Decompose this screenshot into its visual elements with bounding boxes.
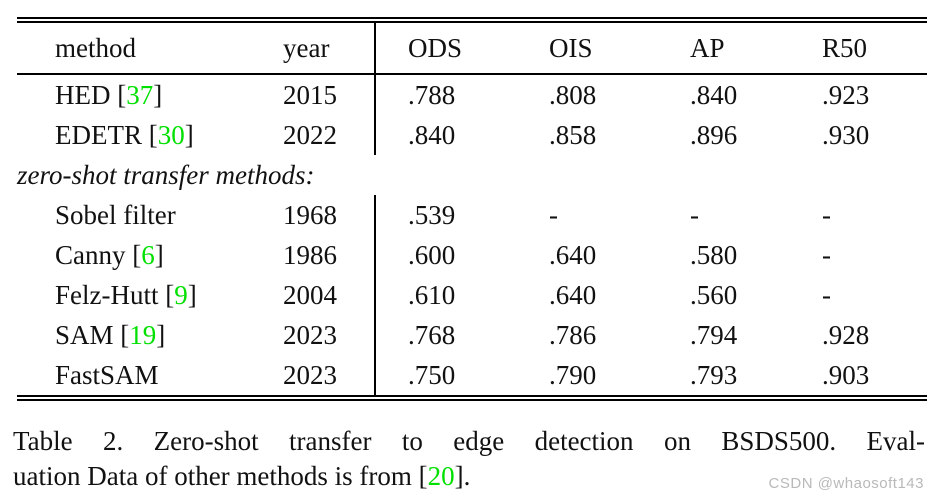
cell-ap: .840	[690, 80, 738, 110]
method-name: Canny	[55, 240, 126, 270]
citation-ref[interactable]: 6	[141, 240, 155, 270]
table-caption: Table 2. Zero-shot transfer to edge dete…	[13, 424, 925, 494]
cell-ods: .788	[408, 80, 456, 110]
method-name: Sobel filter	[55, 200, 176, 230]
column-header-method: method	[55, 33, 136, 63]
citation-ref[interactable]: 20	[427, 461, 455, 491]
method-name: HED	[55, 80, 111, 110]
cell-method: FastSAM	[17, 355, 283, 395]
cell-ods: .750	[408, 360, 456, 390]
table-row: Sobel filter 1968 .539 - - -	[17, 195, 927, 235]
cell-year: 2023	[283, 315, 376, 355]
cell-r50: -	[822, 280, 831, 310]
citation-ref[interactable]: 30	[157, 120, 185, 150]
cell-ap: -	[690, 200, 699, 230]
table-header-row: method year ODS OIS AP R50	[17, 23, 927, 75]
caption-line-2: uation Data of other methods is from [20…	[13, 459, 925, 494]
citation-bracket-close: ].	[454, 461, 471, 491]
cell-ois: .858	[549, 120, 597, 150]
citation-bracket-open: [	[418, 461, 428, 491]
cell-r50: -	[822, 200, 831, 230]
citation-ref[interactable]: 9	[174, 280, 188, 310]
cell-year: 1986	[283, 235, 376, 275]
cell-ap: .580	[690, 240, 738, 270]
cell-ods: .600	[408, 240, 456, 270]
cell-r50: .923	[822, 80, 870, 110]
column-header-ods: ODS	[408, 33, 463, 63]
cell-ap: .794	[690, 320, 738, 350]
results-table: method year ODS OIS AP R50 HED [37] 2015…	[17, 17, 927, 401]
method-name: SAM	[55, 320, 114, 350]
citation-bracket-close: ]	[184, 120, 194, 150]
citation-bracket-close: ]	[156, 320, 166, 350]
table-row: EDETR [30] 2022 .840 .858 .896 .930	[17, 115, 927, 155]
table-row: Canny [6] 1986 .600 .640 .580 -	[17, 235, 927, 275]
table-row: Felz-Hutt [9] 2004 .610 .640 .560 -	[17, 275, 927, 315]
cell-ois: .790	[549, 360, 597, 390]
cell-method: HED [37]	[17, 75, 283, 115]
table-row: FastSAM 2023 .750 .790 .793 .903	[17, 355, 927, 395]
cell-year: 2015	[283, 75, 376, 115]
cell-r50: .930	[822, 120, 870, 150]
cell-ois: .640	[549, 240, 597, 270]
column-header-r50: R50	[822, 33, 868, 63]
column-header-ap: AP	[690, 33, 725, 63]
column-header-year: year	[283, 23, 376, 73]
cell-ods: .840	[408, 120, 456, 150]
table-section-label: zero-shot transfer methods:	[17, 160, 315, 190]
cell-method: EDETR [30]	[17, 115, 283, 155]
cell-ois: .786	[549, 320, 597, 350]
cell-ap: .560	[690, 280, 738, 310]
cell-ods: .539	[408, 200, 456, 230]
cell-method: SAM [19]	[17, 315, 283, 355]
column-header-ois: OIS	[549, 33, 593, 63]
cell-ap: .896	[690, 120, 738, 150]
method-name: Felz-Hutt	[55, 280, 159, 310]
cell-ois: .808	[549, 80, 597, 110]
citation-ref[interactable]: 37	[126, 80, 154, 110]
cell-ois: -	[549, 200, 558, 230]
citation-bracket-open: [	[113, 320, 130, 350]
table-row: SAM [19] 2023 .768 .786 .794 .928	[17, 315, 927, 355]
citation-bracket-close: ]	[153, 80, 163, 110]
cell-ap: .793	[690, 360, 738, 390]
method-name: EDETR	[55, 120, 142, 150]
cell-ods: .768	[408, 320, 456, 350]
cell-year: 2004	[283, 275, 376, 315]
caption-text: uation Data of other methods is from	[13, 461, 419, 491]
table-row: HED [37] 2015 .788 .808 .840 .923	[17, 75, 927, 115]
cell-r50: -	[822, 240, 831, 270]
table-bottom-rule	[17, 395, 927, 401]
citation-ref[interactable]: 19	[129, 320, 157, 350]
caption-line-1: Table 2. Zero-shot transfer to edge dete…	[13, 426, 925, 456]
citation-bracket-open: [	[110, 80, 127, 110]
citation-bracket-close: ]	[187, 280, 197, 310]
citation-bracket-open: [	[158, 280, 175, 310]
citation-bracket-open: [	[142, 120, 158, 150]
citation-bracket-open: [	[125, 240, 142, 270]
cell-year: 2022	[283, 115, 376, 155]
cell-ods: .610	[408, 280, 456, 310]
method-name: FastSAM	[55, 360, 159, 390]
cell-method: Sobel filter	[17, 195, 283, 235]
cell-r50: .928	[822, 320, 870, 350]
cell-method: Canny [6]	[17, 235, 283, 275]
cell-year: 2023	[283, 355, 376, 395]
cell-r50: .903	[822, 360, 870, 390]
cell-year: 1968	[283, 195, 376, 235]
cell-method: Felz-Hutt [9]	[17, 275, 283, 315]
table-top-rule	[17, 17, 927, 23]
cell-ois: .640	[549, 280, 597, 310]
citation-bracket-close: ]	[154, 240, 164, 270]
csdn-watermark: CSDN @whaosoft143	[768, 475, 924, 492]
